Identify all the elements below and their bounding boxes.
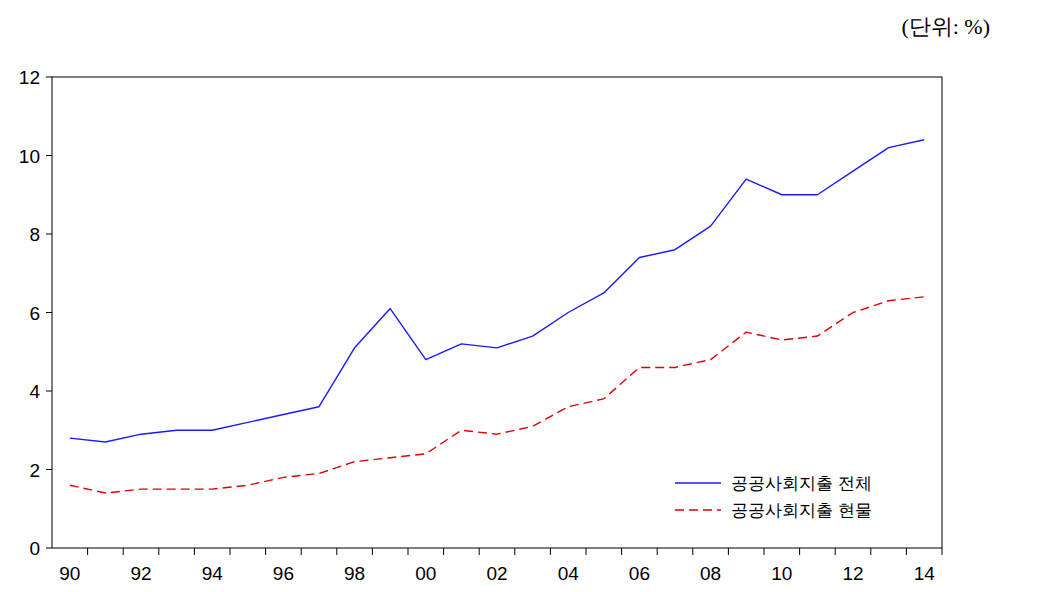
x-tick: [550, 548, 551, 555]
x-tick: [336, 548, 337, 555]
x-tick: [158, 548, 159, 555]
plot-area: [70, 140, 924, 493]
x-tick: [372, 548, 373, 555]
y-tick-label: 10: [19, 146, 40, 167]
y-tick: [46, 155, 52, 156]
x-tick: [657, 548, 658, 555]
x-tick-label: 08: [700, 563, 721, 584]
y-tick-label: 2: [29, 460, 40, 481]
x-tick-label: 92: [130, 563, 151, 584]
x-tick: [443, 548, 444, 555]
x-tick: [942, 548, 943, 555]
x-tick: [87, 548, 88, 555]
x-tick: [230, 548, 231, 555]
x-tick-label: 94: [202, 563, 224, 584]
chart: (단위: %)024681012909294969800020406081012…: [0, 0, 1046, 592]
y-tick-label: 6: [29, 303, 40, 324]
y-tick-label: 4: [29, 381, 40, 402]
series-line: [70, 297, 924, 493]
x-tick-label: 06: [629, 563, 650, 584]
x-tick: [514, 548, 515, 555]
x-tick-label: 10: [771, 563, 792, 584]
x-tick: [728, 548, 729, 555]
legend-swatch: [675, 509, 721, 510]
plot-frame: [52, 77, 942, 548]
x-tick-label: 04: [558, 563, 580, 584]
y-tick: [46, 469, 52, 470]
x-tick: [586, 548, 587, 555]
x-tick-label: 12: [842, 563, 863, 584]
legend-label: 공공사회지출 현물: [731, 501, 872, 520]
x-tick: [835, 548, 836, 555]
x-tick-label: 96: [273, 563, 294, 584]
x-tick: [408, 548, 409, 555]
x-tick: [764, 548, 765, 555]
x-tick: [799, 548, 800, 555]
x-tick: [479, 548, 480, 555]
y-tick: [46, 391, 52, 392]
x-tick: [301, 548, 302, 555]
x-tick: [870, 548, 871, 555]
x-tick-label: 98: [344, 563, 365, 584]
x-tick-label: 00: [415, 563, 436, 584]
x-tick: [692, 548, 693, 555]
x-tick-label: 02: [486, 563, 507, 584]
x-tick-label: 90: [59, 563, 80, 584]
x-tick-label: 14: [914, 563, 936, 584]
y-tick: [46, 312, 52, 313]
x-tick: [194, 548, 195, 555]
legend-swatch: [675, 482, 721, 483]
y-tick: [46, 234, 52, 235]
subtitle: (단위: %): [901, 14, 990, 39]
x-tick: [906, 548, 907, 555]
y-tick: [46, 77, 52, 78]
y-tick-label: 0: [29, 538, 40, 559]
legend-label: 공공사회지출 전체: [731, 474, 872, 493]
y-tick-label: 12: [19, 67, 40, 88]
series-line: [70, 140, 924, 442]
y-tick-label: 8: [29, 224, 40, 245]
y-tick: [46, 548, 52, 549]
x-tick: [621, 548, 622, 555]
x-tick: [265, 548, 266, 555]
x-tick: [123, 548, 124, 555]
